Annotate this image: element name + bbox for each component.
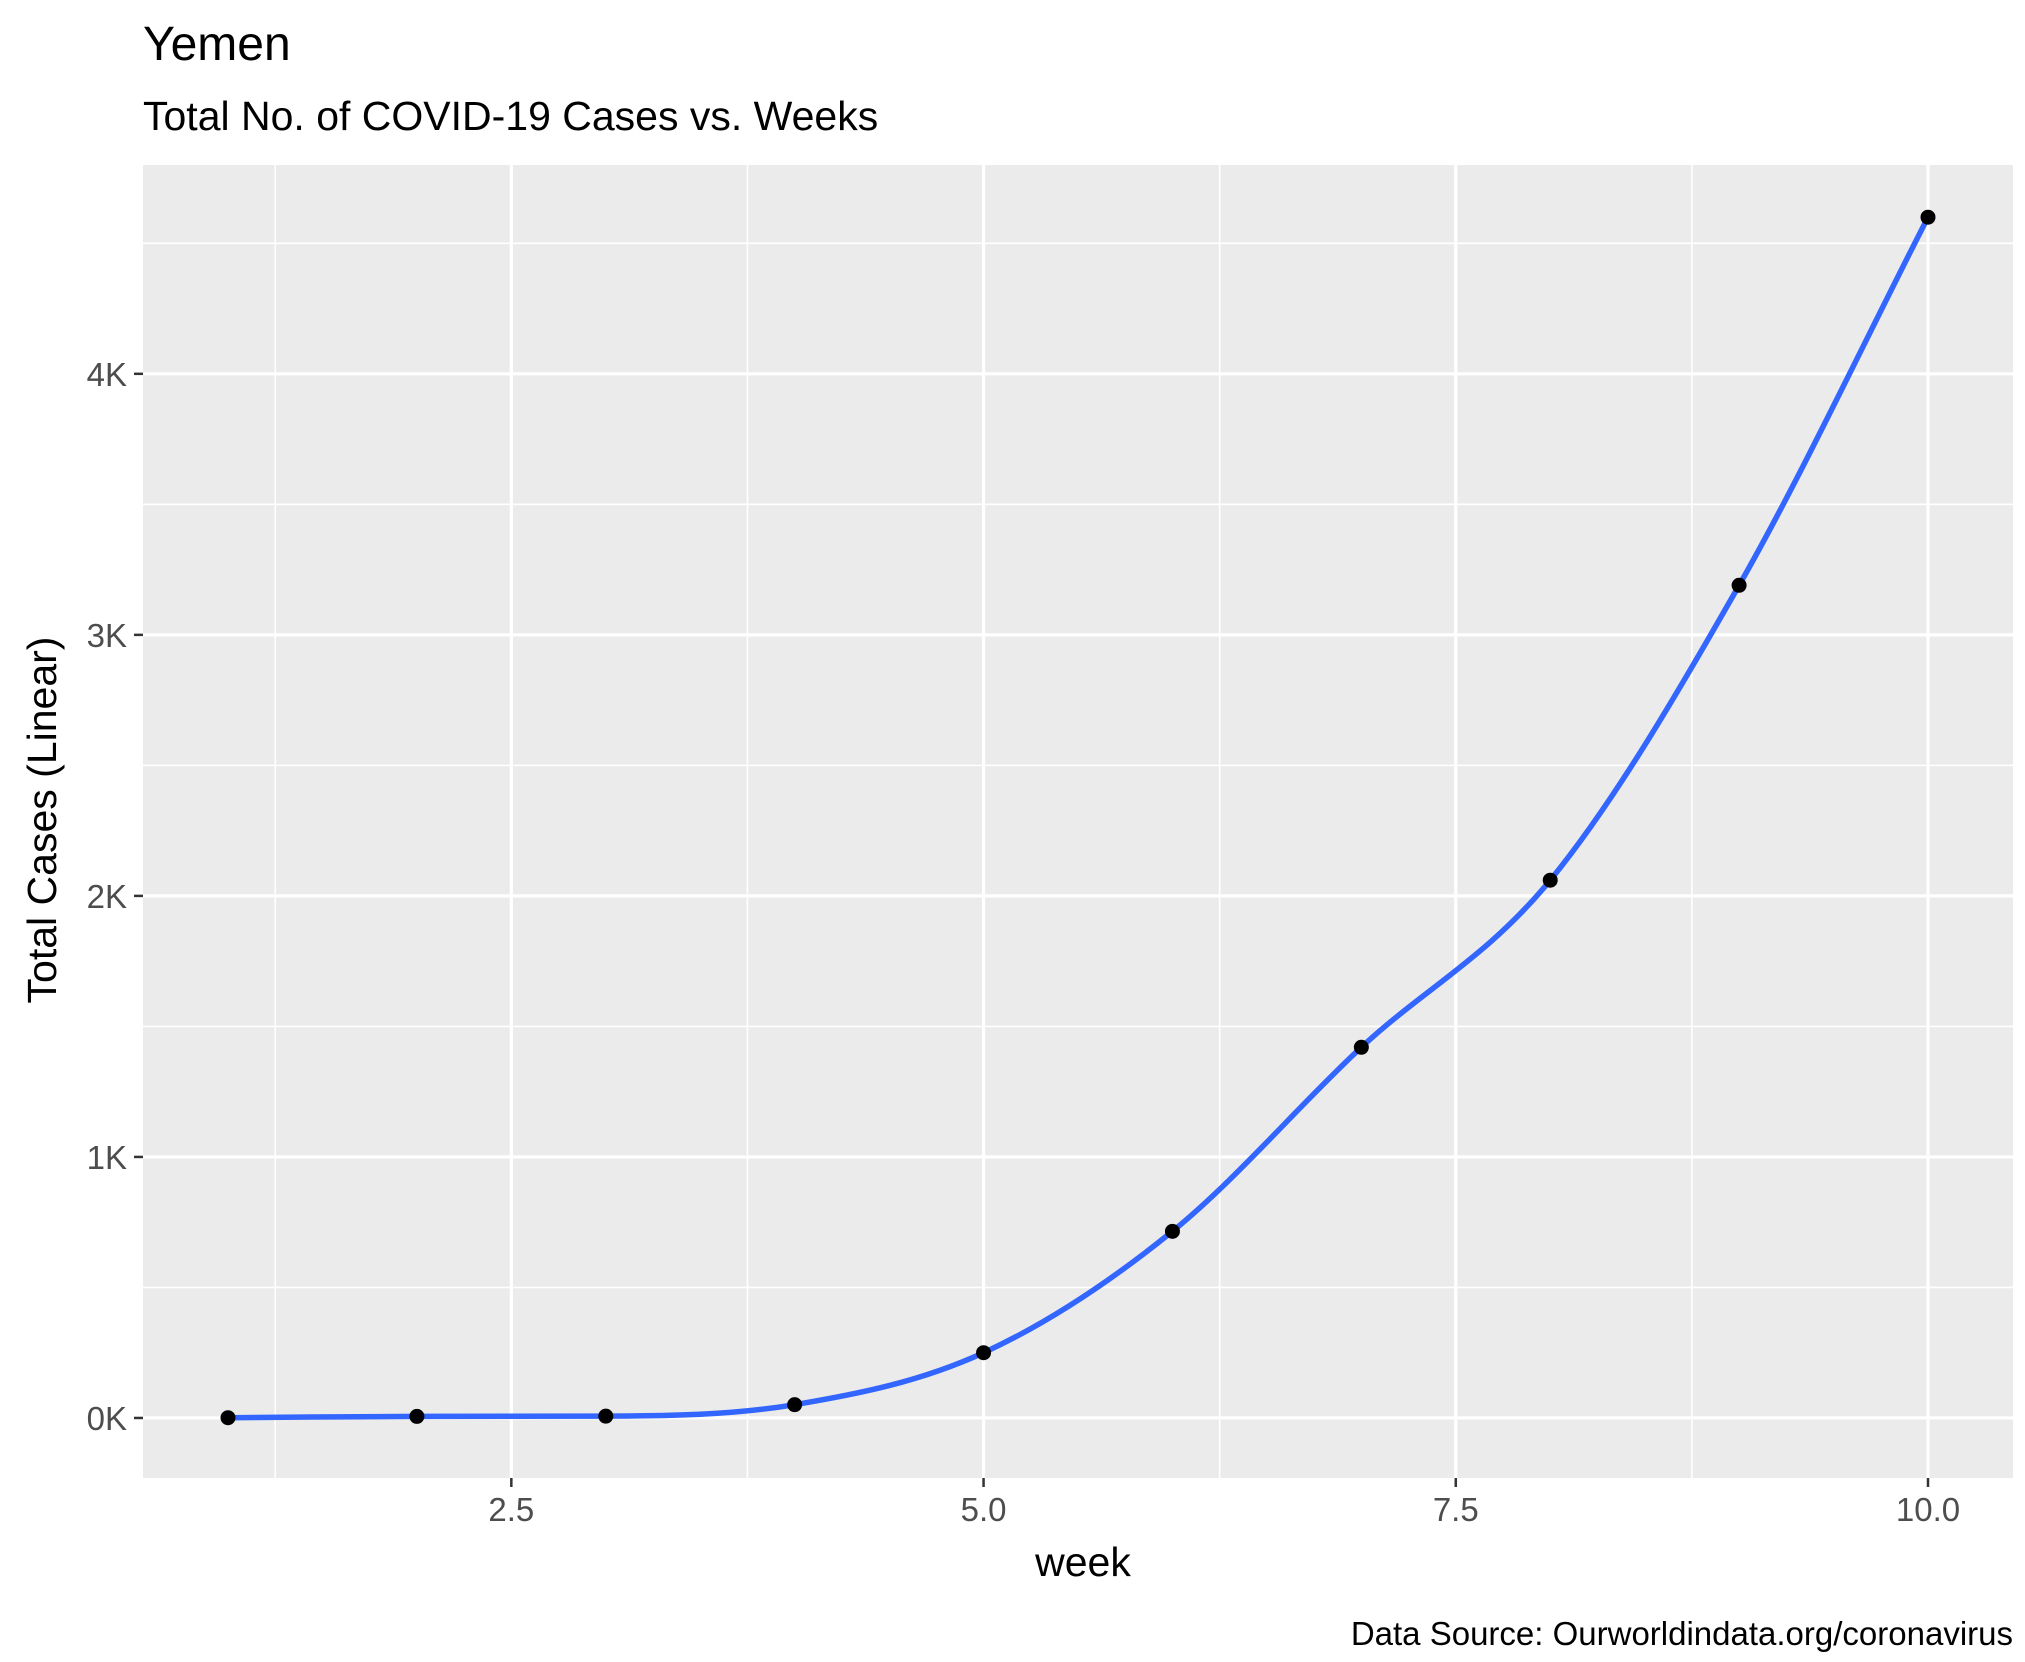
data-point — [1542, 872, 1558, 888]
x-tick-label: 5.0 — [961, 1491, 1007, 1528]
minor-gridlines — [143, 165, 2013, 1478]
x-axis: 2.5 5.0 7.5 10.0 — [488, 1478, 1960, 1528]
y-tick-label: 3K — [87, 617, 127, 654]
x-tick-label: 7.5 — [1433, 1491, 1479, 1528]
data-point — [1731, 577, 1747, 593]
data-point — [1920, 209, 1936, 225]
x-tick-label: 10.0 — [1896, 1491, 1960, 1528]
data-points — [220, 209, 1936, 1426]
plot-panel — [143, 165, 2013, 1478]
data-point — [976, 1345, 992, 1361]
y-tick-label: 0K — [87, 1400, 127, 1437]
y-axis-title: Total Cases (Linear) — [19, 637, 65, 1004]
data-point — [220, 1410, 236, 1426]
chart-title: Yemen — [143, 18, 291, 71]
x-tick-label: 2.5 — [488, 1491, 534, 1528]
chart-subtitle: Total No. of COVID-19 Cases vs. Weeks — [143, 93, 878, 139]
data-point — [1353, 1039, 1369, 1055]
data-point — [409, 1408, 425, 1424]
y-tick-label: 4K — [87, 356, 127, 393]
data-point — [1164, 1223, 1180, 1239]
data-point — [787, 1397, 803, 1413]
y-tick-label: 1K — [87, 1139, 127, 1176]
chart-caption: Data Source: Ourworldindata.org/coronavi… — [1351, 1615, 2013, 1652]
data-point — [598, 1408, 614, 1424]
y-axis: 0K 1K 2K 3K 4K — [87, 356, 143, 1437]
y-tick-label: 2K — [87, 878, 127, 915]
x-axis-title: week — [1034, 1539, 1131, 1585]
